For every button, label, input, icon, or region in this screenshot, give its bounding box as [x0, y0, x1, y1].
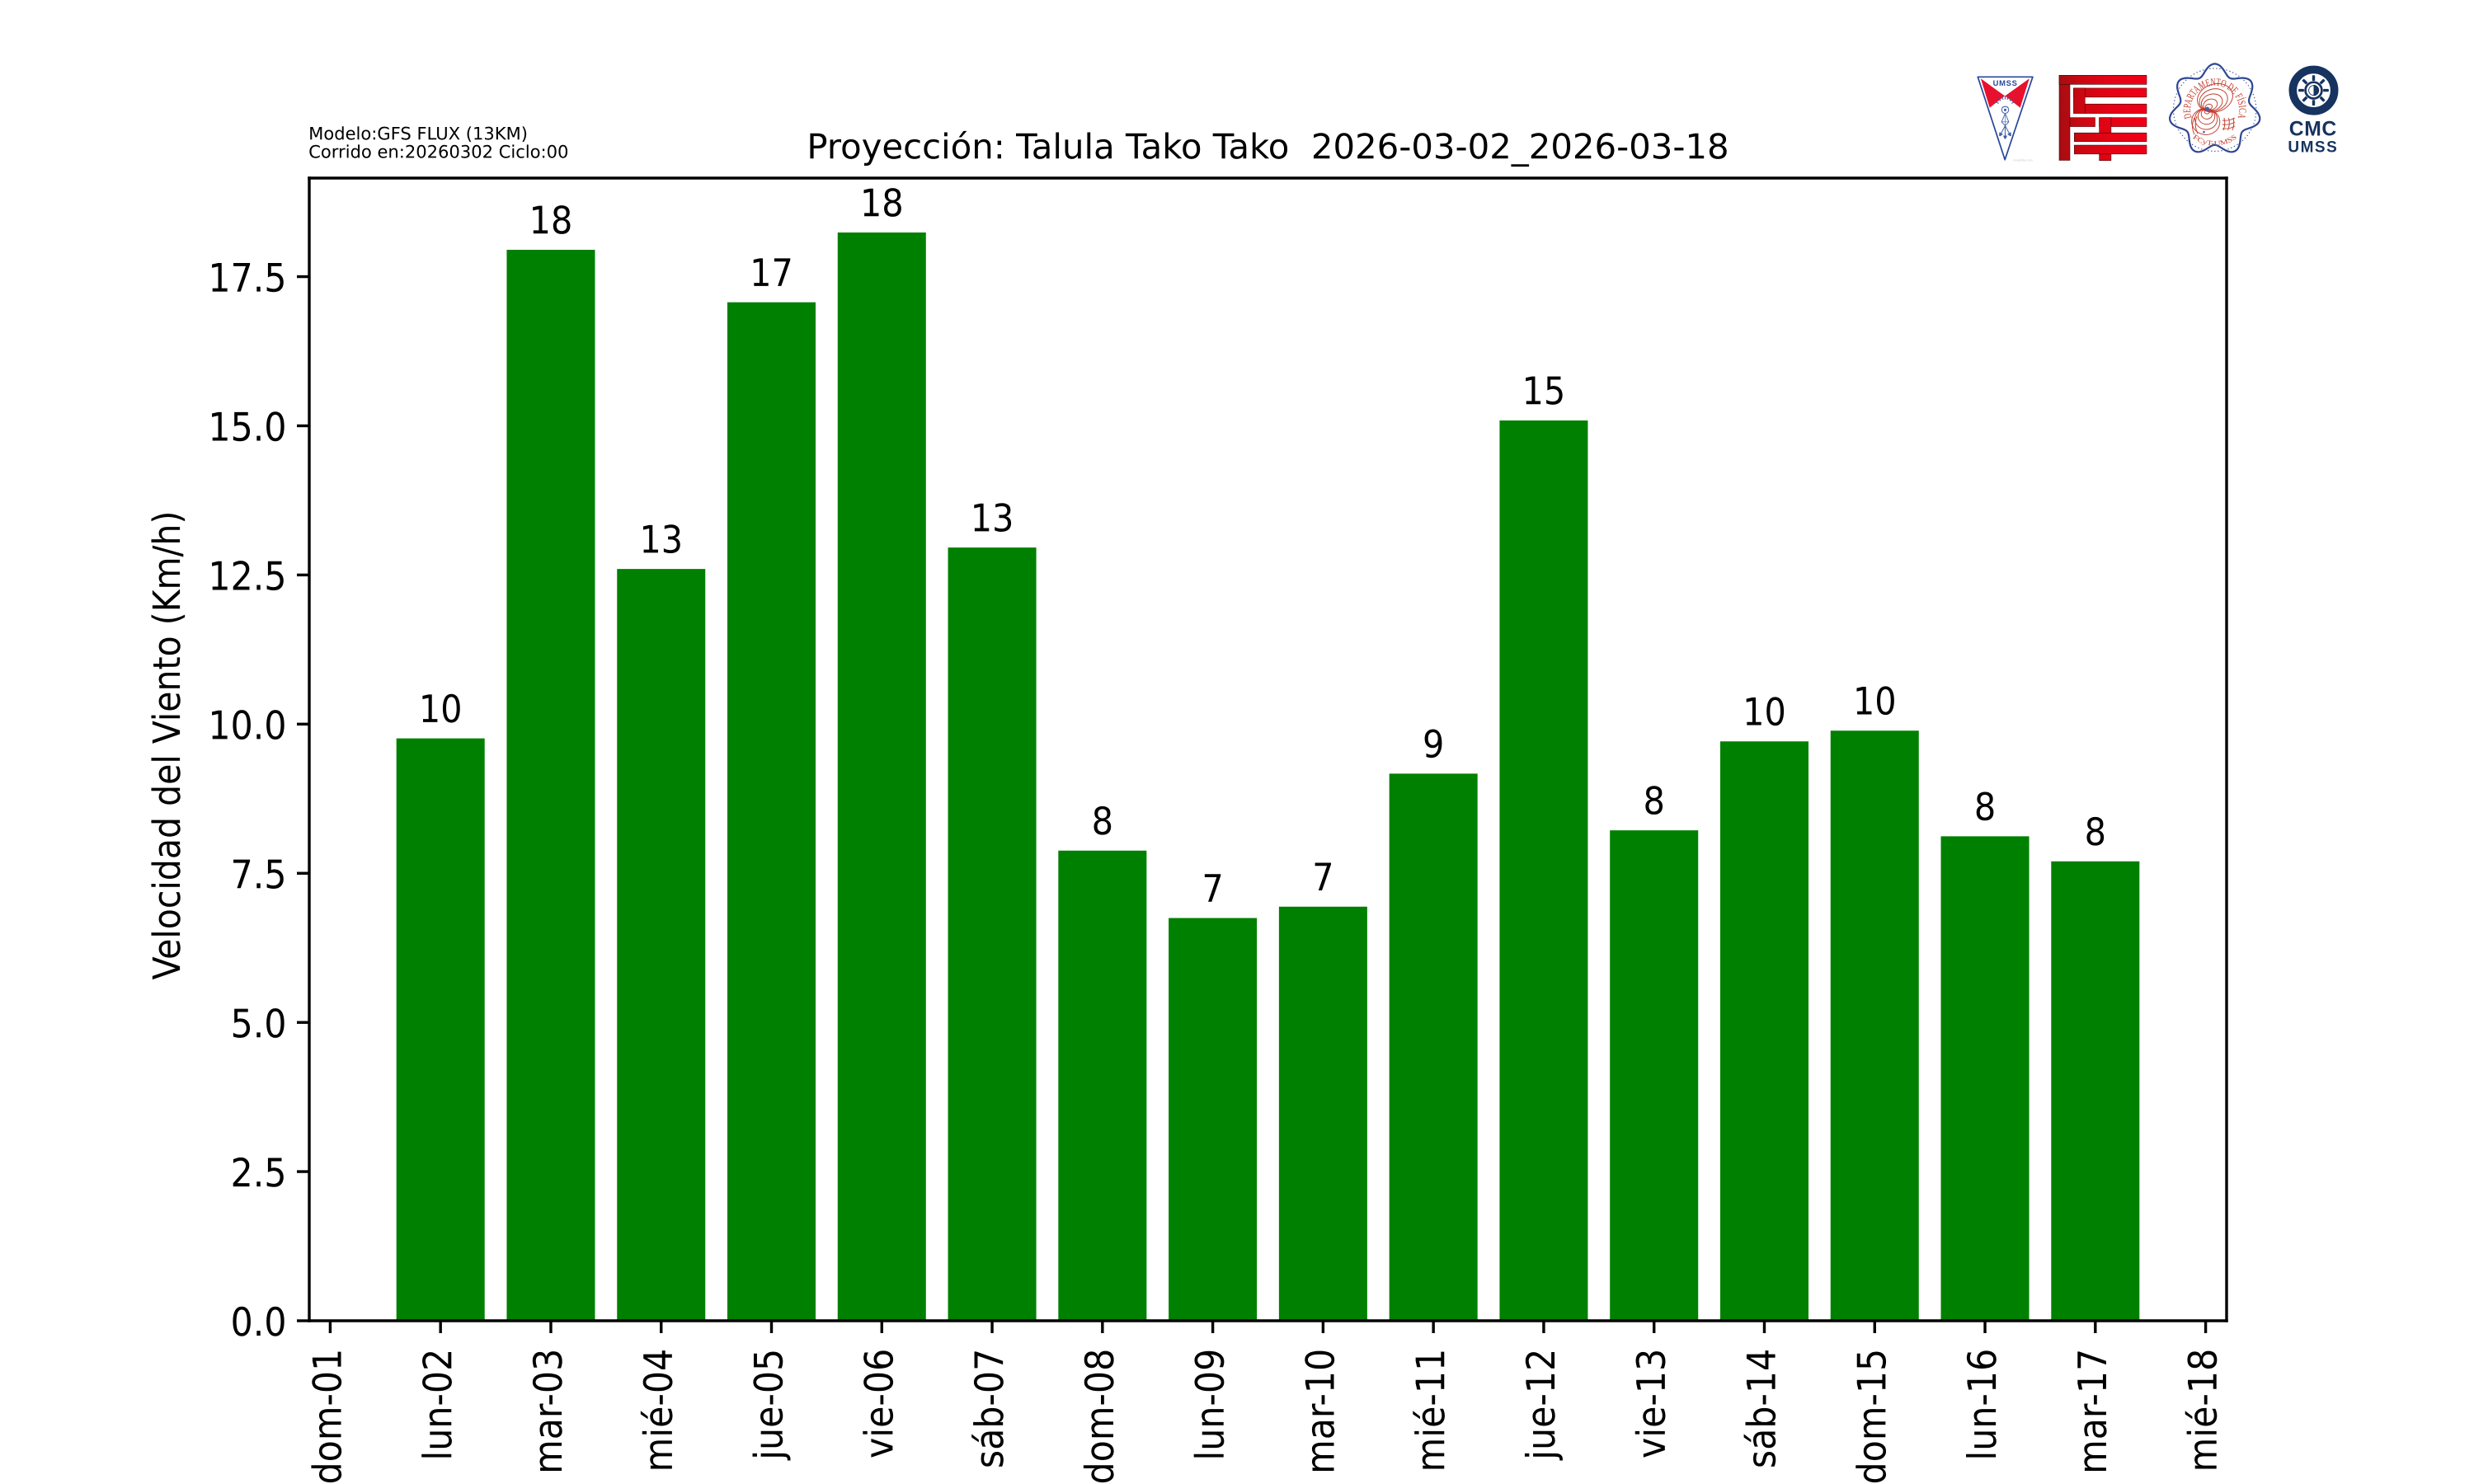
svg-text:creadictivo.com: creadictivo.com: [2013, 159, 2033, 162]
svg-text:UMSS: UMSS: [1993, 78, 2018, 87]
svg-text:CMC: CMC: [2289, 119, 2337, 141]
svg-text:UMSS: UMSS: [2288, 139, 2338, 156]
